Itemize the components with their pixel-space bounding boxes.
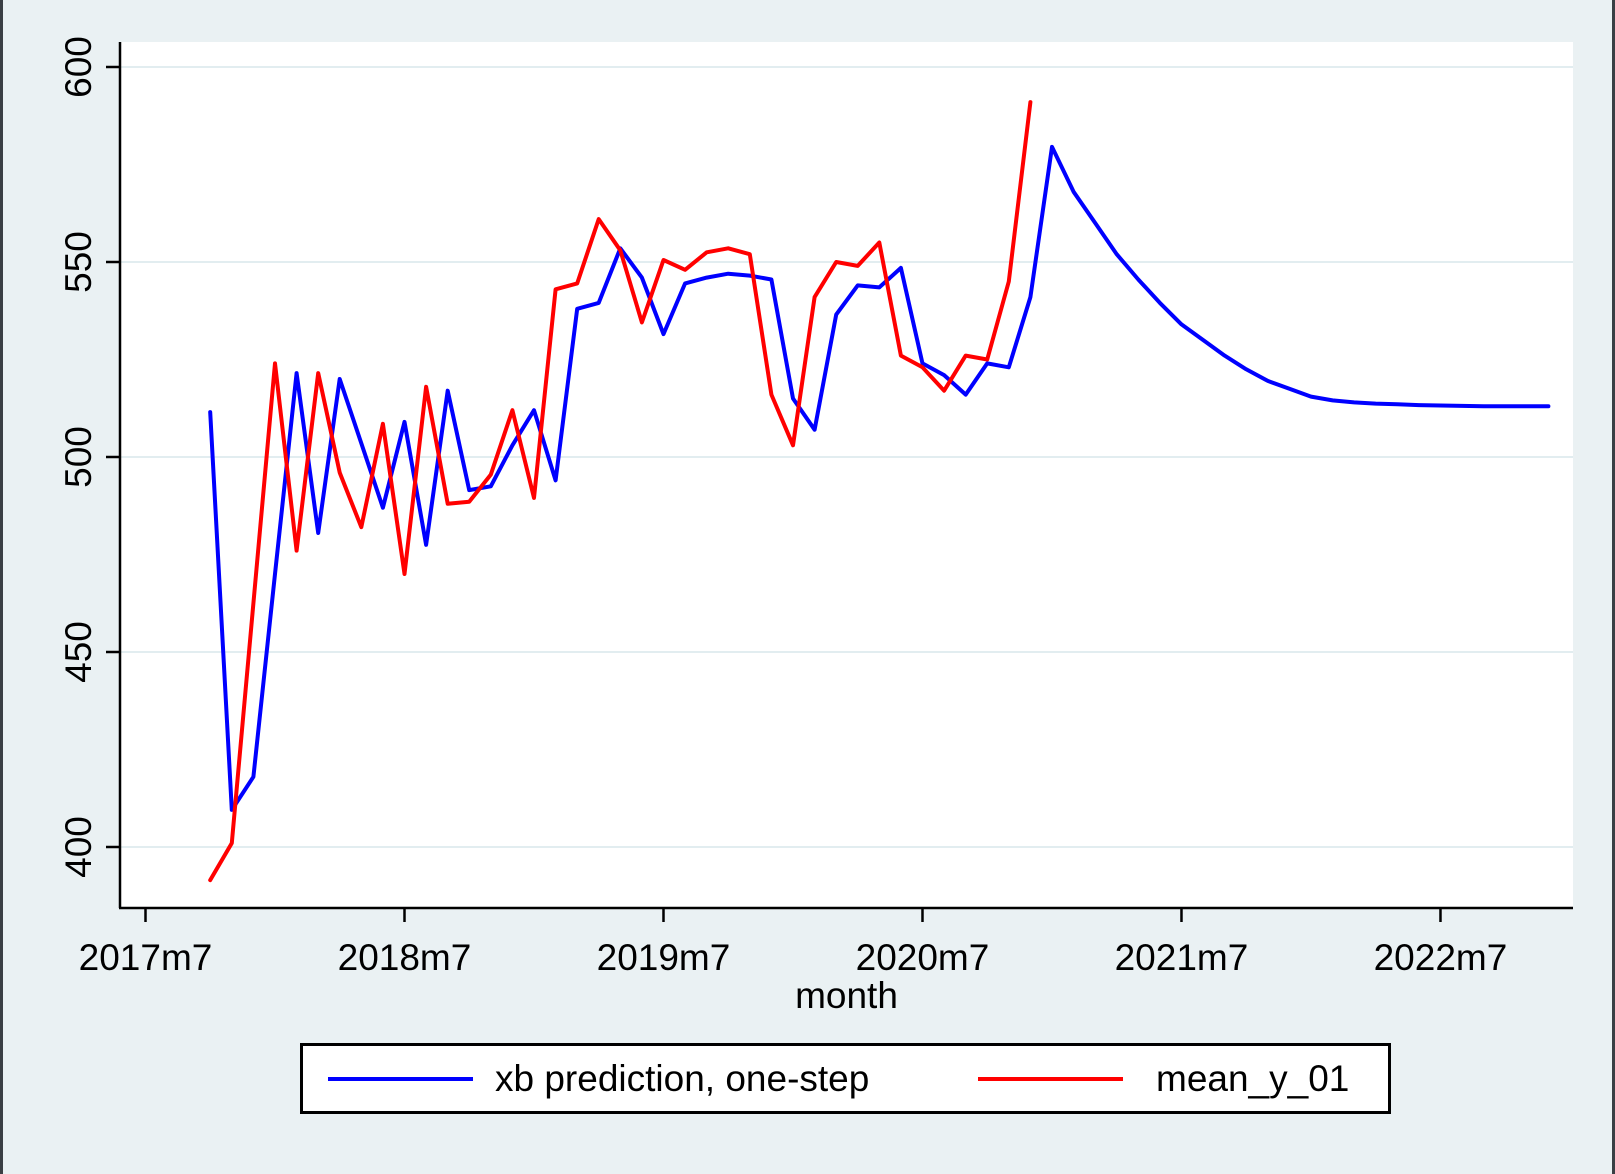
x-tick-label-2019m7: 2019m7 bbox=[597, 937, 731, 978]
y-tick-label-600: 600 bbox=[58, 36, 99, 98]
series-line-blue bbox=[208, 144, 1551, 812]
legend: xb prediction, one-step mean_y_01 bbox=[300, 1043, 1391, 1114]
series-line-red bbox=[208, 100, 1033, 883]
x-axis-title: month bbox=[795, 975, 898, 1016]
x-tick-label-2017m7: 2017m7 bbox=[79, 937, 213, 978]
x-tick-label-2021m7: 2021m7 bbox=[1115, 937, 1249, 978]
legend-label-xb-prediction: xb prediction, one-step bbox=[495, 1057, 870, 1099]
window-edge-right bbox=[1612, 0, 1615, 1174]
legend-label-mean-y-01: mean_y_01 bbox=[1156, 1057, 1350, 1099]
y-tick-label-550: 550 bbox=[58, 231, 99, 293]
window-edge-left bbox=[0, 0, 3, 1174]
plot-area bbox=[120, 42, 1573, 908]
legend-swatch-red-line bbox=[978, 1076, 1123, 1081]
y-tick-label-500: 500 bbox=[58, 426, 99, 488]
x-tick-label-2020m7: 2020m7 bbox=[856, 937, 990, 978]
y-tick-label-400: 400 bbox=[58, 816, 99, 878]
x-tick-label-2018m7: 2018m7 bbox=[338, 937, 472, 978]
y-tick-label-450: 450 bbox=[58, 621, 99, 683]
legend-swatch-blue-line bbox=[328, 1076, 473, 1081]
x-tick-label-2022m7: 2022m7 bbox=[1374, 937, 1508, 978]
